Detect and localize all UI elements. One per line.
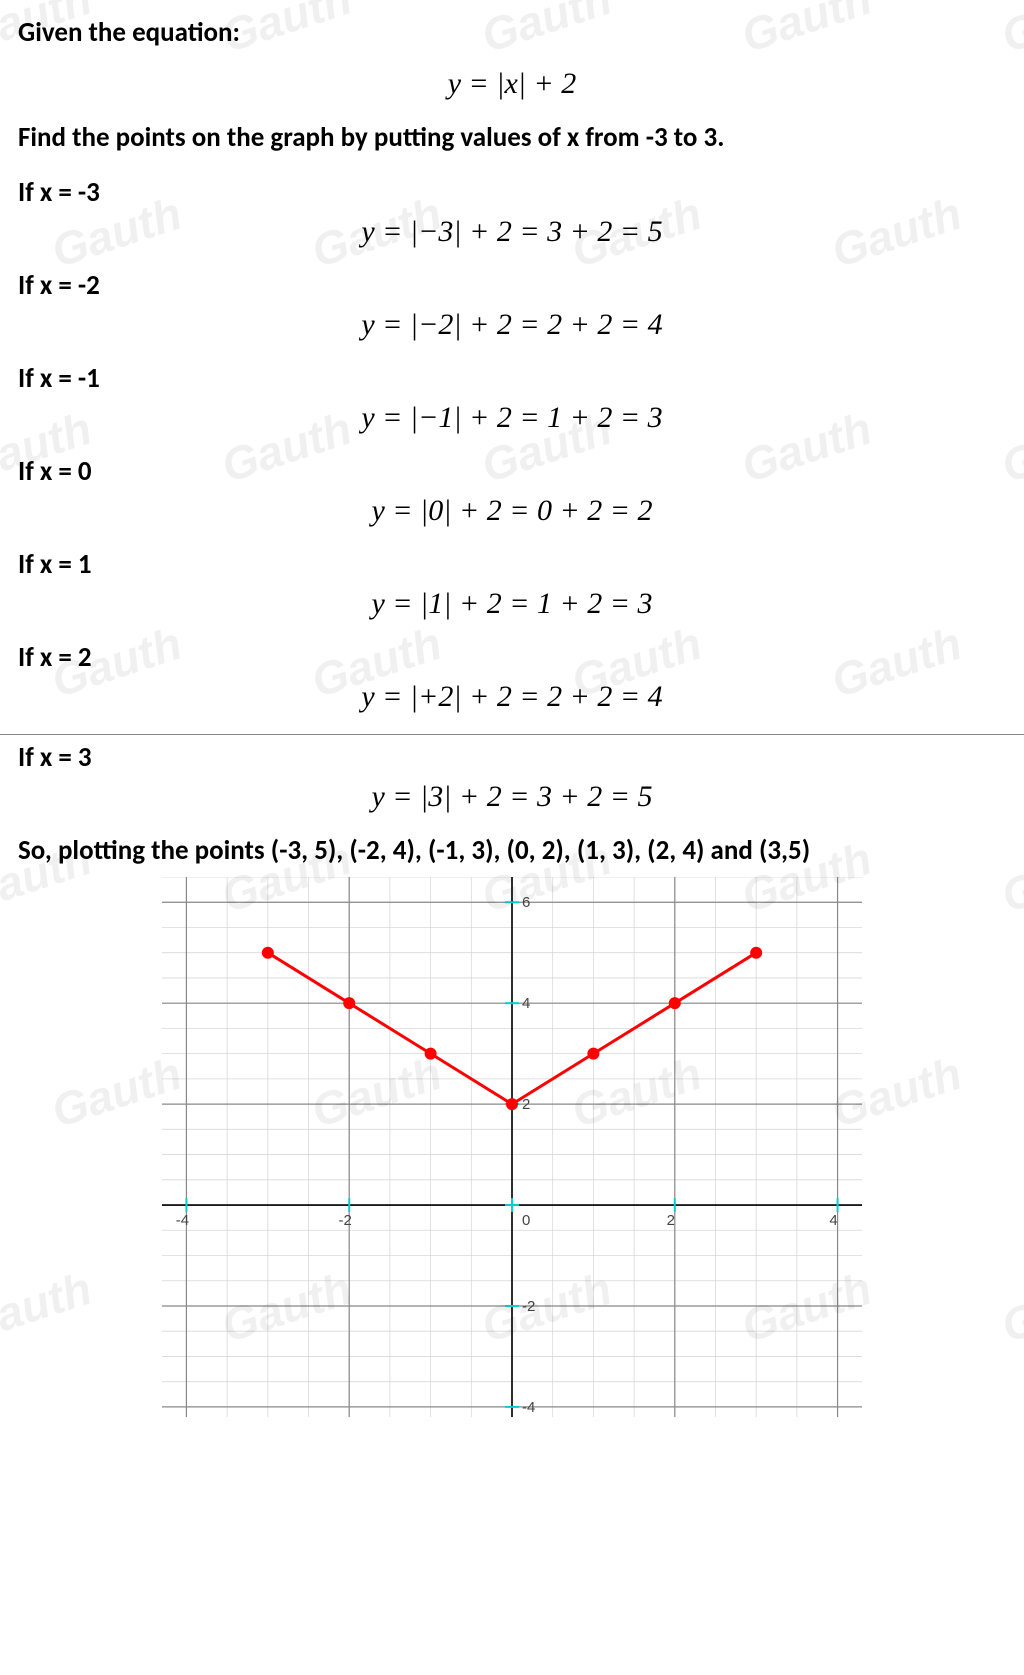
svg-text:-4: -4	[522, 1399, 535, 1416]
svg-text:2: 2	[667, 1212, 675, 1229]
main-equation: y = |x| + 2	[18, 67, 1006, 101]
step-3-calc: y = |0| + 2 = 0 + 2 = 2	[18, 494, 1006, 528]
step-5-label: If x = 2	[18, 641, 1006, 674]
chart-container: -4-2024-4-2246	[18, 877, 1006, 1417]
intro-text: Given the equation:	[18, 16, 1006, 49]
svg-text:4: 4	[829, 1212, 837, 1229]
instruction-text: Find the points on the graph by putting …	[18, 121, 1006, 154]
svg-text:6: 6	[522, 894, 530, 911]
svg-text:0: 0	[522, 1212, 530, 1229]
svg-text:-4: -4	[176, 1212, 189, 1229]
svg-text:-2: -2	[522, 1298, 535, 1315]
step-6-label: If x = 3	[18, 741, 1006, 774]
step-0-label: If x = -3	[18, 176, 1006, 209]
step-1-calc: y = |−2| + 2 = 2 + 2 = 4	[18, 308, 1006, 342]
conclusion-text: So, plotting the points (-3, 5), (-2, 4)…	[18, 834, 1006, 867]
step-6-calc: y = |3| + 2 = 3 + 2 = 5	[18, 780, 1006, 814]
step-0-calc: y = |−3| + 2 = 3 + 2 = 5	[18, 215, 1006, 249]
step-4-calc: y = |1| + 2 = 1 + 2 = 3	[18, 587, 1006, 621]
svg-text:-2: -2	[339, 1212, 352, 1229]
step-1-label: If x = -2	[18, 269, 1006, 302]
svg-text:4: 4	[522, 995, 530, 1012]
step-3-label: If x = 0	[18, 455, 1006, 488]
step-2-label: If x = -1	[18, 362, 1006, 395]
step-4-label: If x = 1	[18, 548, 1006, 581]
chart-svg: -4-2024-4-2246	[162, 877, 862, 1417]
divider	[0, 734, 1024, 735]
step-5-calc: y = |+2| + 2 = 2 + 2 = 4	[18, 680, 1006, 714]
step-2-calc: y = |−1| + 2 = 1 + 2 = 3	[18, 401, 1006, 435]
